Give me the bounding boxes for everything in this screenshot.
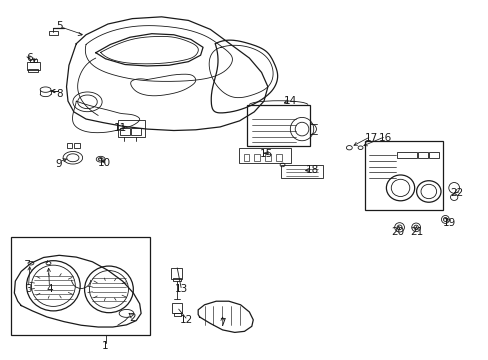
Text: 2: 2	[129, 313, 135, 323]
Bar	[243, 154, 249, 161]
Bar	[275, 154, 281, 161]
Bar	[264, 154, 270, 161]
Bar	[365, 140, 443, 211]
Text: 22: 22	[449, 188, 462, 198]
Bar	[246, 105, 310, 146]
Text: 9: 9	[55, 159, 61, 169]
Bar	[49, 31, 58, 35]
Text: 6: 6	[26, 53, 33, 63]
Bar	[171, 268, 182, 279]
Text: 14: 14	[284, 96, 297, 106]
Text: 5: 5	[56, 21, 62, 31]
Text: 15: 15	[259, 149, 272, 159]
Bar	[172, 278, 180, 281]
Bar	[131, 128, 141, 135]
Text: 21: 21	[409, 227, 423, 237]
Text: 1: 1	[102, 341, 109, 351]
Bar	[417, 152, 427, 158]
Bar	[26, 62, 40, 69]
Text: 8: 8	[56, 89, 62, 99]
Bar	[428, 152, 438, 158]
Text: 19: 19	[442, 218, 455, 228]
Text: 4: 4	[46, 284, 53, 294]
Bar	[173, 313, 180, 316]
Bar	[28, 69, 38, 72]
Text: 12: 12	[179, 315, 192, 325]
Text: 7: 7	[219, 319, 225, 328]
Bar	[118, 120, 144, 137]
Text: 18: 18	[305, 165, 319, 175]
Bar	[281, 165, 322, 178]
Text: 17: 17	[364, 133, 377, 143]
Bar	[172, 303, 182, 314]
Text: 13: 13	[174, 284, 187, 294]
Text: 3: 3	[25, 284, 32, 294]
Bar	[66, 143, 72, 148]
Bar	[74, 143, 80, 148]
Text: 20: 20	[391, 227, 404, 237]
Bar	[254, 154, 260, 161]
Text: 11: 11	[113, 123, 126, 133]
Bar	[120, 128, 130, 135]
Bar	[11, 237, 150, 335]
Bar	[396, 152, 416, 158]
Text: 10: 10	[97, 158, 110, 168]
Bar	[238, 148, 291, 163]
Text: 16: 16	[379, 133, 392, 143]
Bar	[30, 59, 37, 62]
